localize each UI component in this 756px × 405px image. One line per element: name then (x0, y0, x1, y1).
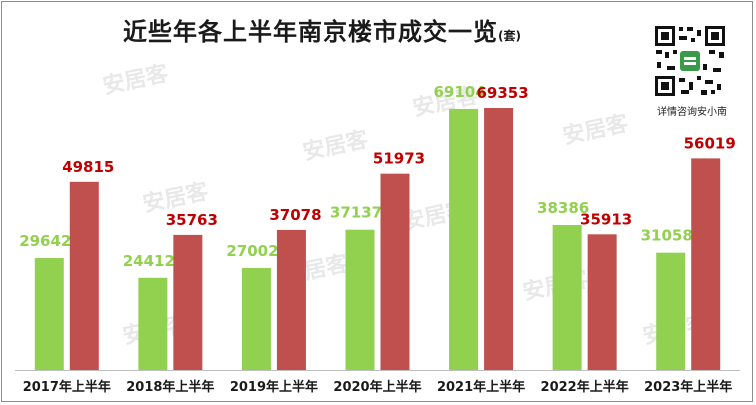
data-label: 27002 (226, 242, 278, 260)
data-label: 56019 (684, 134, 736, 152)
bar (656, 252, 686, 370)
bar (449, 108, 479, 371)
data-label: 29642 (19, 232, 71, 250)
qr-code-icon (653, 24, 727, 98)
bar (69, 181, 99, 370)
bar (241, 267, 271, 370)
bar (552, 224, 582, 370)
bar (587, 234, 617, 370)
bar (276, 229, 306, 370)
bar (173, 234, 203, 370)
data-label: 69104 (433, 83, 485, 101)
qr-caption: 详情咨询安小南 (657, 107, 727, 118)
data-label: 49815 (62, 158, 114, 176)
data-label: 35913 (580, 210, 632, 228)
bar (691, 158, 721, 370)
x-tick-label: 2019年上半年 (230, 379, 318, 395)
bar (34, 258, 64, 370)
data-label: 35763 (166, 211, 218, 229)
x-tick-label: 2020年上半年 (333, 379, 421, 395)
x-tick-label: 2017年上半年 (23, 379, 111, 395)
unit-label: (套) (498, 29, 521, 43)
data-label: 38386 (537, 199, 589, 217)
chart-title: 近些年各上半年南京楼市成交一览(套) (123, 18, 521, 46)
bar (345, 229, 375, 370)
bar (380, 173, 410, 370)
data-label: 37137 (330, 204, 382, 222)
x-tick-label: 2018年上半年 (126, 379, 214, 395)
data-label: 69353 (476, 84, 528, 102)
data-label: 24412 (123, 252, 175, 270)
bar (484, 107, 514, 370)
data-label: 31058 (641, 227, 693, 245)
data-label: 51973 (373, 150, 425, 168)
x-tick-label: 2023年上半年 (644, 379, 732, 395)
x-tick-label: 2022年上半年 (541, 379, 629, 395)
bar (138, 277, 168, 370)
x-tick-label: 2021年上半年 (437, 379, 525, 395)
data-label: 37078 (269, 206, 321, 224)
